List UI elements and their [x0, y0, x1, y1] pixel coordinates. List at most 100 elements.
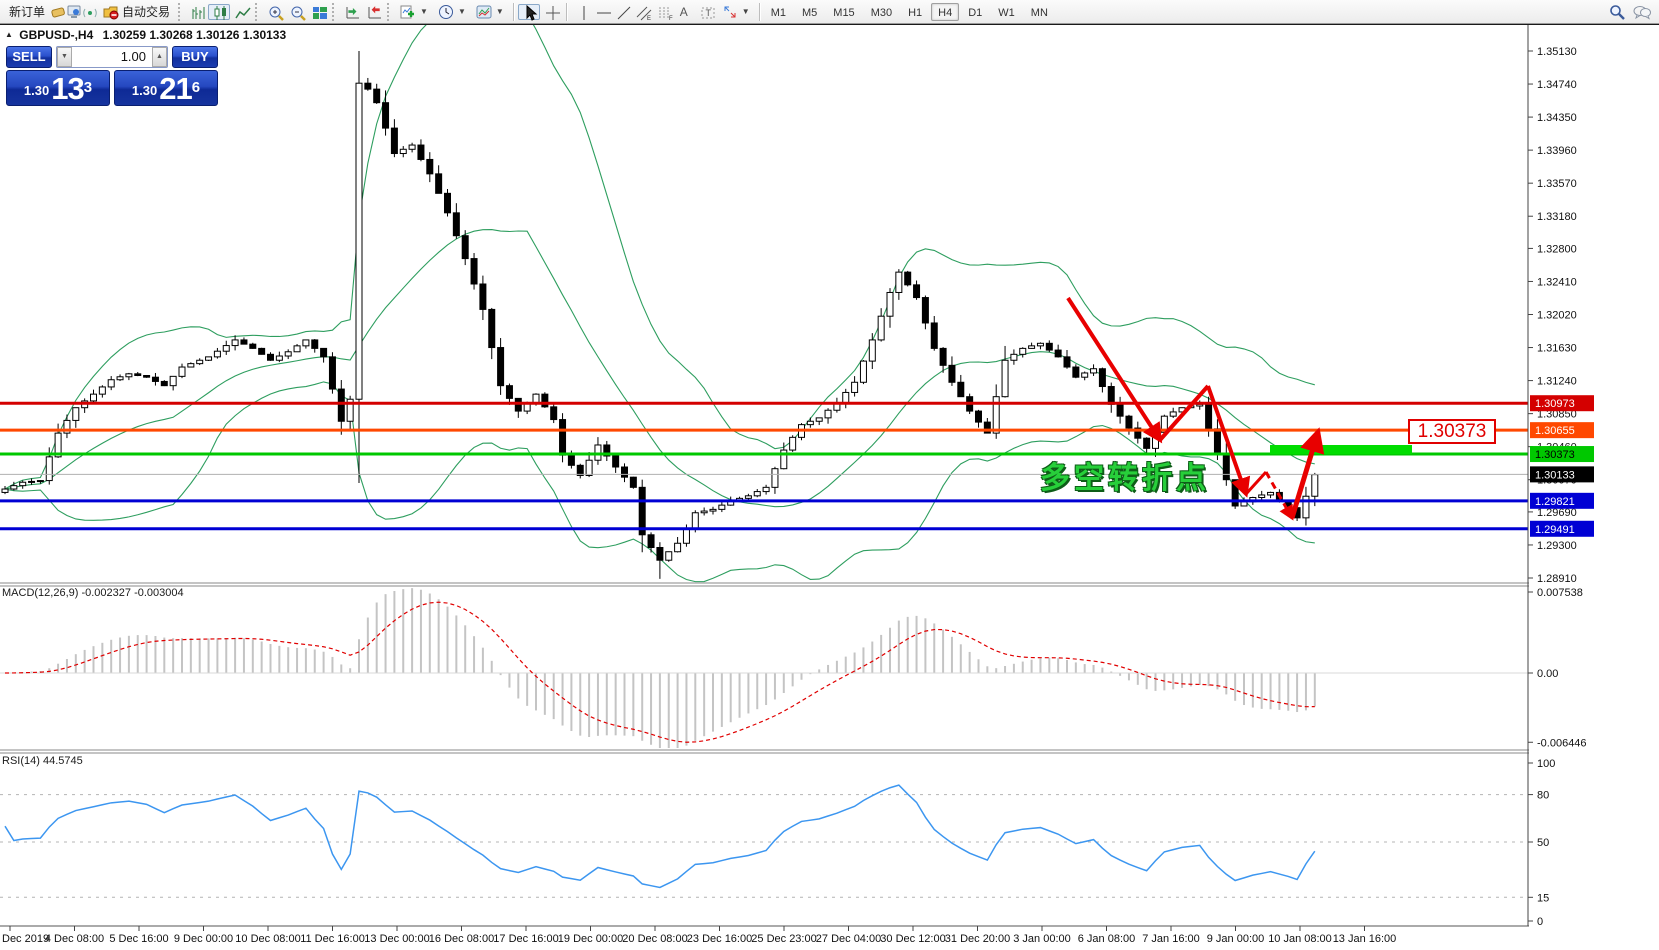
template-button[interactable]: ▼: [471, 2, 509, 22]
buy-button[interactable]: BUY: [172, 46, 218, 68]
cursor-icon[interactable]: [517, 3, 540, 21]
chart-shift-icon[interactable]: [362, 4, 384, 20]
tf-W1[interactable]: W1: [998, 6, 1015, 19]
svg-text:0.007538: 0.007538: [1537, 587, 1583, 599]
chevron-down-icon: ▼: [420, 7, 428, 16]
svg-text:50: 50: [1537, 837, 1549, 849]
tf-M1[interactable]: M1: [770, 6, 786, 19]
profile-terminal-icon[interactable]: [66, 4, 82, 20]
volume-increase-button[interactable]: ▲: [152, 47, 167, 67]
trendline-icon[interactable]: [611, 4, 631, 20]
tf-MN[interactable]: MN: [1030, 6, 1048, 19]
signal-icon[interactable]: [82, 4, 98, 20]
svg-text:7 Jan 16:00: 7 Jan 16:00: [1142, 933, 1200, 945]
svg-text:3 Jan 00:00: 3 Jan 00:00: [1013, 933, 1071, 945]
svg-text:13 Jan 16:00: 13 Jan 16:00: [1333, 933, 1397, 945]
volume-field[interactable]: ▼ 1.00 ▲: [56, 46, 168, 68]
svg-text:1.28910: 1.28910: [1537, 573, 1577, 585]
search-icon[interactable]: [1609, 4, 1625, 20]
supply-zone-bar[interactable]: [1270, 445, 1412, 454]
svg-text:16 Dec 08:00: 16 Dec 08:00: [429, 933, 494, 945]
horizontal-line-icon[interactable]: [591, 4, 611, 20]
svg-text:15: 15: [1537, 892, 1549, 904]
macd-indicator-label: MACD(12,26,9) -0.002327 -0.003004: [2, 587, 184, 599]
svg-text:F: F: [669, 16, 673, 21]
svg-text:19 Dec 00:00: 19 Dec 00:00: [558, 933, 623, 945]
equidistant-channel-icon[interactable]: E: [631, 4, 653, 22]
volume-decrease-button[interactable]: ▼: [57, 47, 72, 67]
fibonacci-icon[interactable]: F: [653, 4, 675, 22]
eraser-icon[interactable]: [50, 4, 66, 20]
chat-icon[interactable]: [1633, 4, 1651, 20]
new-order-button[interactable]: 新订单: [4, 2, 50, 22]
crosshair-icon[interactable]: [540, 4, 562, 20]
rsi-line: [4, 784, 1316, 889]
auto-trading-label: 自动交易: [122, 5, 171, 19]
svg-text:5 Dec 16:00: 5 Dec 16:00: [109, 933, 168, 945]
bollinger-bands: [4, 25, 1315, 583]
text-icon[interactable]: A: [679, 4, 688, 19]
tile-windows-icon[interactable]: [307, 4, 329, 20]
rsi-indicator-label: RSI(14) 44.5745: [2, 755, 83, 767]
period-button[interactable]: ▼: [433, 2, 471, 22]
tf-H1[interactable]: H1: [908, 6, 923, 19]
sell-button[interactable]: SELL: [6, 46, 52, 68]
auto-scroll-icon[interactable]: [340, 4, 362, 20]
candlestick-chart-icon[interactable]: [208, 3, 231, 20]
line-chart-icon[interactable]: [230, 4, 252, 20]
timeframe-group: M1 M5 M15 M30 H1 H4 D1 W1 MN: [764, 2, 1055, 21]
svg-text:9 Jan 00:00: 9 Jan 00:00: [1207, 933, 1265, 945]
price-marker-1.30973: 1.30973: [1530, 395, 1594, 412]
tf-M15[interactable]: M15: [833, 6, 855, 19]
bid-price-marker: 1.30133: [1530, 466, 1594, 483]
text-label-icon[interactable]: T: [695, 4, 717, 20]
svg-text:1.30373: 1.30373: [1535, 449, 1575, 461]
auto-trading-button[interactable]: 自动交易: [98, 2, 175, 22]
trend-arrows[interactable]: [1066, 296, 1325, 521]
buy-price-button[interactable]: 1.30 21 6: [114, 70, 218, 106]
macd-histogram: [12, 588, 1316, 748]
svg-text:17 Dec 16:00: 17 Dec 16:00: [493, 933, 558, 945]
arrows-tool-button[interactable]: ▼: [717, 2, 755, 22]
svg-text:1.29300: 1.29300: [1537, 540, 1577, 552]
tf-M5[interactable]: M5: [802, 6, 818, 19]
svg-text:27 Dec 04:00: 27 Dec 04:00: [816, 933, 881, 945]
chart-canvas[interactable]: 1.35130 1.34740 1.34350 1.33960 1.33570 1.331…: [0, 25, 1659, 950]
vertical-line-icon[interactable]: [571, 4, 591, 20]
volume-value[interactable]: 1.00: [120, 49, 146, 64]
svg-text:25 Dec 23:00: 25 Dec 23:00: [751, 933, 816, 945]
svg-text:4 Dec 08:00: 4 Dec 08:00: [45, 933, 104, 945]
zoom-in-icon[interactable]: [263, 4, 285, 21]
symbol-name: GBPUSD-,H4: [19, 28, 94, 42]
svg-text:1.32020: 1.32020: [1537, 310, 1577, 322]
add-indicator-button[interactable]: ▼: [395, 2, 433, 22]
price-callout-label[interactable]: 1.30373: [1408, 419, 1496, 444]
auto-trading-icon: [103, 4, 119, 20]
sell-price-button[interactable]: 1.30 13 3: [6, 70, 110, 106]
price-marker-1.29821: 1.29821: [1530, 492, 1594, 509]
new-order-label: 新订单: [9, 5, 46, 19]
svg-text:23 Dec 16:00: 23 Dec 16:00: [687, 933, 752, 945]
svg-text:10 Jan 08:00: 10 Jan 08:00: [1268, 933, 1332, 945]
svg-text:13 Dec 00:00: 13 Dec 00:00: [364, 933, 429, 945]
tf-D1[interactable]: D1: [968, 6, 983, 19]
svg-text:Dec 2019: Dec 2019: [2, 933, 49, 945]
svg-text:100: 100: [1537, 758, 1555, 770]
buy-price-prefix: 1.30: [131, 83, 158, 98]
svg-text:1.34740: 1.34740: [1537, 79, 1577, 91]
svg-text:1.30655: 1.30655: [1535, 425, 1575, 437]
bar-chart-icon[interactable]: [186, 4, 208, 20]
chevron-down-icon: ▼: [457, 7, 466, 16]
price-marker-1.30373: 1.30373: [1530, 446, 1594, 463]
tf-M30[interactable]: M30: [870, 6, 893, 19]
turning-point-annotation[interactable]: 多空转折点: [1040, 462, 1210, 495]
chevron-down-icon: ▼: [495, 7, 504, 16]
svg-text:1.30850: 1.30850: [1537, 409, 1577, 421]
svg-text:80: 80: [1537, 790, 1549, 802]
toolbar: 新订单 自动交易 ▼: [0, 0, 1659, 24]
tf-H4[interactable]: H4: [931, 2, 960, 21]
chevron-down-icon: ▼: [741, 7, 750, 16]
svg-text:6 Jan 08:00: 6 Jan 08:00: [1078, 933, 1136, 945]
zoom-out-icon[interactable]: [285, 4, 307, 21]
